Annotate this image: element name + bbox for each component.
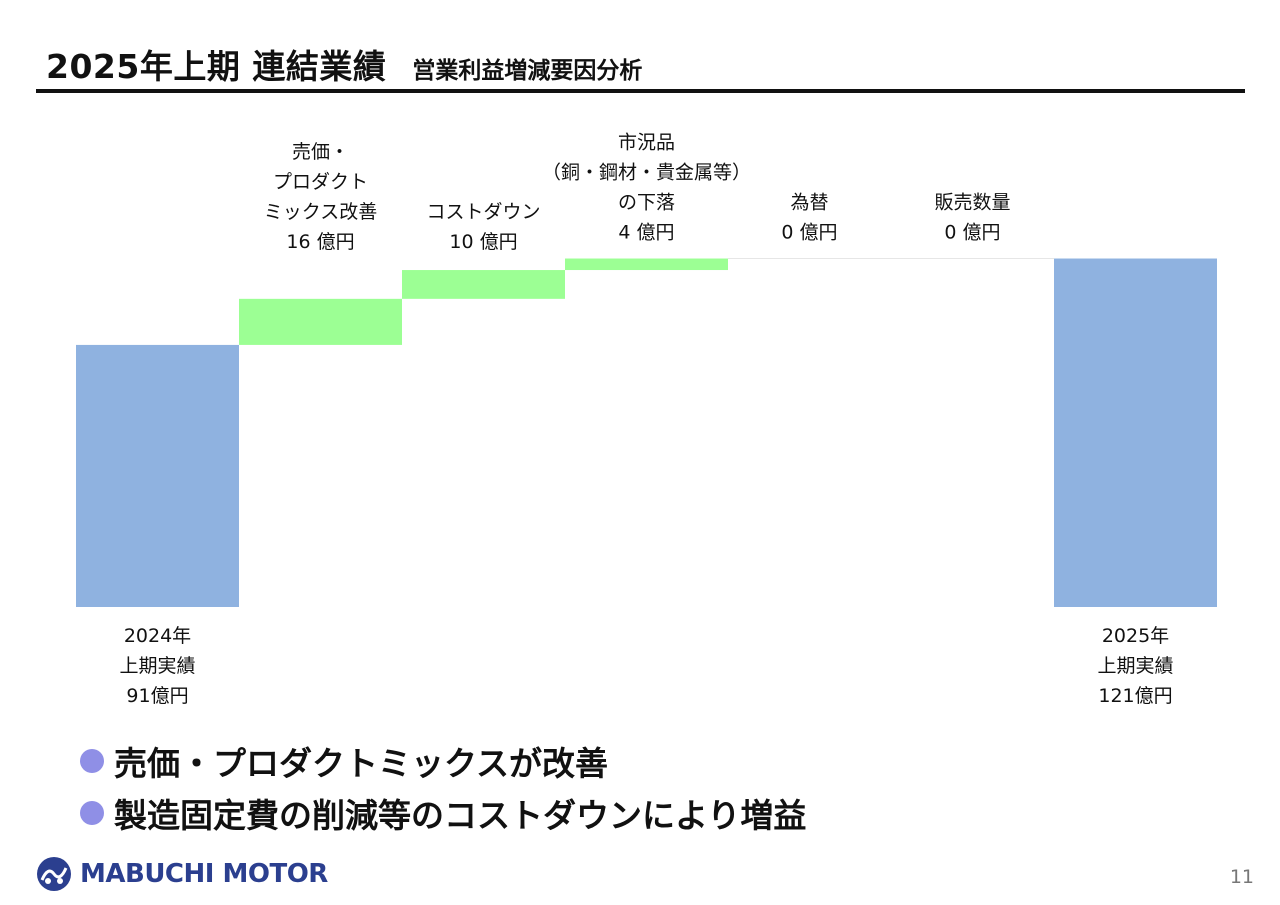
label-start-line: 2024年 <box>124 625 191 647</box>
label-step-2-line: の下落 <box>618 192 675 214</box>
label-step-3: 為替 0 億円 <box>781 192 837 244</box>
label-step-4-line: 販売数量 <box>934 192 1010 214</box>
bullet-text: 製造固定費の削減等のコストダウンにより増益 <box>114 796 807 835</box>
label-step-1: コストダウン 10 億円 <box>426 201 540 253</box>
logo-mark-icon <box>37 857 71 891</box>
bullet-list: 売価・プロダクトミックスが改善 製造固定費の削減等のコストダウンにより増益 <box>80 736 806 840</box>
bullet-item: 製造固定費の削減等のコストダウンにより増益 <box>80 788 806 838</box>
label-start-line: 91億円 <box>126 685 188 707</box>
bar-step-2 <box>565 258 728 271</box>
label-step-2-line: 4 億円 <box>618 222 674 244</box>
page-number: 11 <box>1229 866 1254 888</box>
company-logo: MABUCHI MOTOR <box>36 856 328 892</box>
label-step-0-line: ミックス改善 <box>264 201 377 223</box>
bullet-item: 売価・プロダクトミックスが改善 <box>80 736 806 786</box>
label-step-4: 販売数量 0 億円 <box>934 192 1010 244</box>
label-start: 2024年上期実績 91億円 <box>119 625 195 707</box>
label-step-0-line: プロダクト <box>273 171 368 193</box>
label-step-1-line: 10 億円 <box>449 231 517 253</box>
label-end: 2025年上期実績 121億円 <box>1097 625 1173 707</box>
title-divider <box>36 89 1245 93</box>
page-subtitle: 営業利益増減要因分析 <box>412 58 643 84</box>
label-step-2-line: （銅・鋼材・貴金属等） <box>542 162 751 184</box>
bullet-dot-icon <box>80 801 104 825</box>
page-title: 2025年上期 連結業績 <box>46 47 387 86</box>
label-start-line: 上期実績 <box>119 655 195 677</box>
label-step-2-line: 市況品 <box>618 132 675 154</box>
label-end-line: 2025年 <box>1102 625 1169 647</box>
bar-step-0 <box>239 298 402 345</box>
bar-step-1 <box>402 270 565 299</box>
bar-end-total <box>1054 258 1217 607</box>
label-step-0-line: 売価・ <box>292 141 349 163</box>
label-step-3-line: 為替 <box>790 192 828 214</box>
label-step-0-line: 16 億円 <box>286 231 354 253</box>
label-end-line: 121億円 <box>1098 685 1172 707</box>
label-step-0: 売価・プロダクトミックス改善 16 億円 <box>264 141 377 253</box>
bullet-dot-icon <box>80 749 104 773</box>
logo-text: MABUCHI MOTOR <box>80 859 328 889</box>
label-step-3-line: 0 億円 <box>781 222 837 244</box>
header: 2025年上期 連結業績 営業利益増減要因分析 <box>46 40 642 90</box>
label-step-4-line: 0 億円 <box>944 222 1000 244</box>
label-step-2: 市況品 （銅・鋼材・貴金属等） の下落 4 億円 <box>542 132 751 244</box>
label-end-line: 上期実績 <box>1097 655 1173 677</box>
bar-start-total <box>76 344 239 607</box>
label-step-1-line: コストダウン <box>426 201 540 223</box>
bullet-text: 売価・プロダクトミックスが改善 <box>114 744 609 783</box>
